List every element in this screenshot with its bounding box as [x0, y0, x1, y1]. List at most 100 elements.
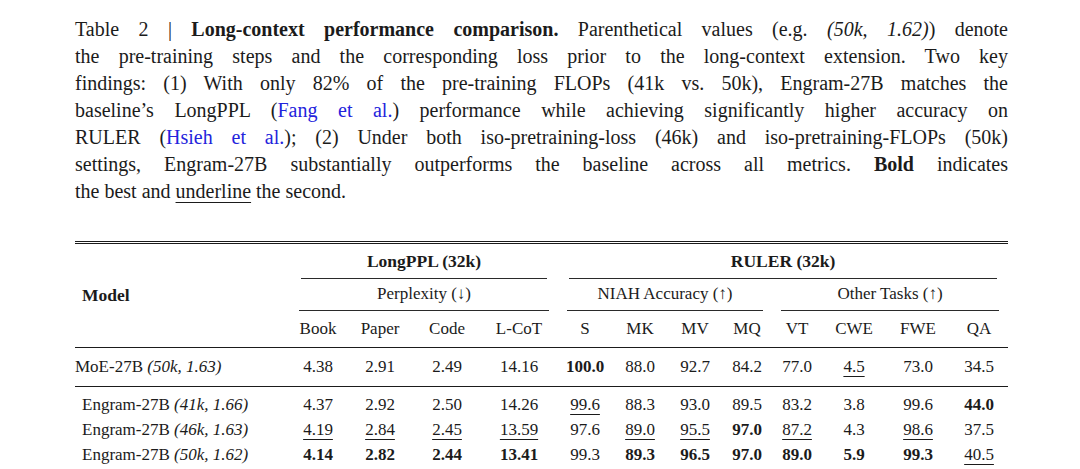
caption-text: indicates: [914, 153, 1008, 175]
subgroup-header-label: Other Tasks (↑): [781, 284, 999, 311]
metric-value: 88.3: [612, 387, 668, 419]
model-name: Engram-27B: [82, 420, 174, 439]
subgroup-header: Other Tasks (↑): [772, 279, 1008, 311]
caption-text: baseline’s LongPPL (: [75, 99, 278, 121]
column-header: VT: [772, 311, 822, 348]
group-header: LongPPL (32k): [290, 243, 558, 280]
metric-value: 2.45: [414, 418, 480, 443]
column-header: L-CoT: [480, 311, 558, 348]
column-header: Book: [290, 311, 346, 348]
caption-line: baseline’s LongPPL (Fang et al.) perform…: [75, 97, 1008, 124]
caption-line: Table 2 | Long-context performance compa…: [75, 16, 1008, 43]
metric-value: 100.0: [558, 348, 612, 387]
model-name: Engram-27B: [82, 395, 174, 414]
table-row: Engram-27B (46k, 1.63)4.192.842.4513.599…: [75, 418, 1008, 443]
column-header: S: [558, 311, 612, 348]
caption-line: RULER (Hsieh et al.); (2) Under both iso…: [75, 124, 1008, 151]
metric-value: 37.5: [950, 418, 1008, 443]
table-row: Engram-27B (41k, 1.66)4.372.922.5014.269…: [75, 387, 1008, 419]
metric-value: 99.6: [558, 387, 612, 419]
citation-link[interactable]: Hsieh et al.: [166, 126, 284, 148]
metric-value: 13.41: [480, 443, 558, 469]
subgroup-header-label: NIAH Accuracy (↑): [567, 284, 763, 311]
caption-line: the pre-training steps and the correspon…: [75, 43, 1008, 70]
model-cell: Engram-27B (46k, 1.63): [75, 418, 290, 443]
caption-text: Table 2 |: [75, 18, 191, 40]
group-header-label: LongPPL (32k): [301, 251, 547, 279]
metric-value: 4.37: [290, 387, 346, 419]
metric-value: 99.6: [886, 387, 950, 419]
caption-text: RULER (: [75, 126, 166, 148]
caption-line: settings, Engram-27B substantially outpe…: [75, 151, 1008, 178]
caption-text: ); (2) Under both iso-pretraining-loss (…: [284, 126, 1008, 148]
model-pretrain-info: (50k, 1.63): [147, 357, 221, 376]
metric-value: 4.3: [822, 418, 886, 443]
results-table-wrap: Model LongPPL (32k) RULER (32k) Perplexit…: [75, 241, 1008, 469]
metric-value: 99.3: [558, 443, 612, 469]
caption-text: Bold: [874, 153, 914, 175]
metric-value: 2.84: [346, 418, 414, 443]
metric-value: 84.2: [722, 348, 772, 387]
table-row: MoE-27B (50k, 1.63)4.382.912.4914.16100.…: [75, 348, 1008, 387]
metric-value: 89.3: [612, 443, 668, 469]
caption-text: Long-context performance comparison.: [191, 18, 558, 40]
caption-text: the best and: [75, 180, 176, 202]
column-header: MQ: [722, 311, 772, 348]
citation-link[interactable]: Fang et al.: [278, 99, 393, 121]
column-header: MV: [668, 311, 722, 348]
caption-text: findings: (1) With only 82% of the pre-t…: [75, 72, 1008, 94]
metric-value: 2.49: [414, 348, 480, 387]
column-header: Code: [414, 311, 480, 348]
column-header: CWE: [822, 311, 886, 348]
group-header-label: RULER (32k): [569, 251, 997, 279]
caption-text: settings, Engram-27B substantially outpe…: [75, 153, 874, 175]
metric-value: 77.0: [772, 348, 822, 387]
table-header: Model LongPPL (32k) RULER (32k) Perplexit…: [75, 243, 1008, 348]
caption-text: the second.: [251, 180, 346, 202]
metric-value: 83.2: [772, 387, 822, 419]
caption-text: ) denote: [929, 18, 1008, 40]
subgroup-header-label: Perplexity (↓): [299, 284, 549, 311]
metric-value: 4.38: [290, 348, 346, 387]
metric-value: 2.92: [346, 387, 414, 419]
metric-value: 5.9: [822, 443, 886, 469]
header-row-groups: Model LongPPL (32k)RULER (32k): [75, 243, 1008, 280]
metric-value: 95.5: [668, 418, 722, 443]
metric-value: 97.0: [722, 418, 772, 443]
metric-value: 4.19: [290, 418, 346, 443]
model-pretrain-info: (50k, 1.62): [174, 445, 248, 464]
metric-value: 99.3: [886, 443, 950, 469]
group-header: RULER (32k): [558, 243, 1008, 280]
metric-value: 14.16: [480, 348, 558, 387]
metric-value: 73.0: [886, 348, 950, 387]
metric-value: 3.8: [822, 387, 886, 419]
metric-value: 34.5: [950, 348, 1008, 387]
table-caption: Table 2 | Long-context performance compa…: [75, 16, 1008, 205]
paper-page: Table 2 | Long-context performance compa…: [0, 0, 1080, 469]
model-name: MoE-27B: [75, 357, 147, 376]
metric-value: 13.59: [480, 418, 558, 443]
metric-value: 89.0: [612, 418, 668, 443]
caption-text: the pre-training steps and the correspon…: [75, 45, 1008, 67]
metric-value: 40.5: [950, 443, 1008, 469]
subgroup-header: Perplexity (↓): [290, 279, 558, 311]
model-pretrain-info: (46k, 1.63): [174, 420, 248, 439]
model-cell: Engram-27B (41k, 1.66): [75, 387, 290, 419]
metric-value: 97.6: [558, 418, 612, 443]
column-header: Paper: [346, 311, 414, 348]
col-header-model: Model: [75, 243, 290, 348]
caption-line: the best and underline the second.: [75, 178, 1008, 205]
results-table: Model LongPPL (32k) RULER (32k) Perplexit…: [75, 241, 1008, 469]
model-cell: MoE-27B (50k, 1.63): [75, 348, 290, 387]
metric-value: 4.5: [822, 348, 886, 387]
metric-value: 14.26: [480, 387, 558, 419]
metric-value: 88.0: [612, 348, 668, 387]
caption-text: Parenthetical values (e.g.: [558, 18, 827, 40]
caption-line: findings: (1) With only 82% of the pre-t…: [75, 70, 1008, 97]
metric-value: 2.82: [346, 443, 414, 469]
metric-value: 93.0: [668, 387, 722, 419]
table-body: MoE-27B (50k, 1.63)4.382.912.4914.16100.…: [75, 348, 1008, 469]
metric-value: 92.7: [668, 348, 722, 387]
metric-value: 96.5: [668, 443, 722, 469]
metric-value: 98.6: [886, 418, 950, 443]
